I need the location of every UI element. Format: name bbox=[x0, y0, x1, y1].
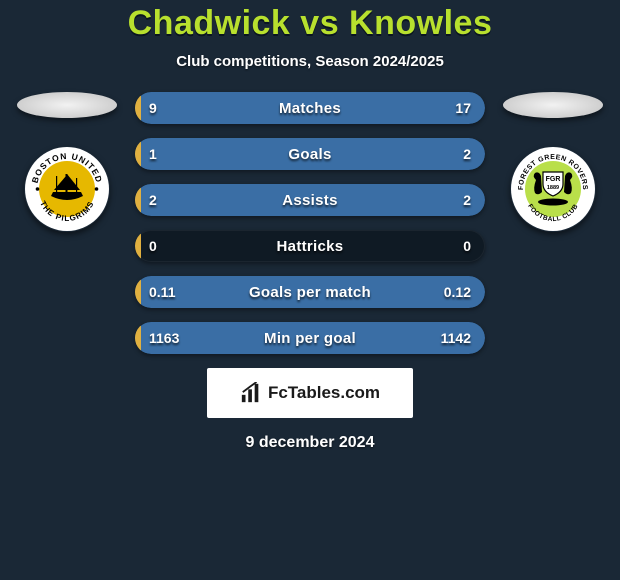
stat-value-right: 0 bbox=[463, 230, 471, 262]
forest-green-rovers-badge-icon: FOREST GREEN ROVERS FOOTBALL CLUB FGR 18… bbox=[510, 146, 596, 232]
content-row: BOSTON UNITED THE PILGRIMS bbox=[0, 92, 620, 354]
stat-label: Goals bbox=[135, 138, 485, 170]
footer-brand-text: FcTables.com bbox=[268, 383, 380, 403]
date-text: 9 december 2024 bbox=[246, 434, 375, 452]
stat-value-left: 9 bbox=[149, 92, 157, 124]
right-player-column: FOREST GREEN ROVERS FOOTBALL CLUB FGR 18… bbox=[503, 92, 603, 232]
bar-chart-icon bbox=[240, 382, 262, 404]
footer-brand: FcTables.com bbox=[207, 368, 413, 418]
subtitle: Club competitions, Season 2024/2025 bbox=[176, 53, 444, 70]
left-club-badge: BOSTON UNITED THE PILGRIMS bbox=[24, 146, 110, 232]
stat-value-right: 17 bbox=[455, 92, 471, 124]
stat-value-right: 1142 bbox=[441, 322, 471, 354]
stat-label: Goals per match bbox=[135, 276, 485, 308]
stat-value-left: 0 bbox=[149, 230, 157, 262]
stat-row: Goals1 2 bbox=[135, 138, 485, 170]
stat-label: Min per goal bbox=[135, 322, 485, 354]
boston-united-badge-icon: BOSTON UNITED THE PILGRIMS bbox=[24, 146, 110, 232]
stat-label: Hattricks bbox=[135, 230, 485, 262]
stat-row: Assists2 2 bbox=[135, 184, 485, 216]
stat-row: Goals per match0.11 0.12 bbox=[135, 276, 485, 308]
stat-value-right: 2 bbox=[463, 184, 471, 216]
stat-row: Hattricks0 0 bbox=[135, 230, 485, 262]
stat-value-left: 1163 bbox=[149, 322, 179, 354]
stat-value-left: 0.11 bbox=[149, 276, 175, 308]
svg-text:1889: 1889 bbox=[547, 185, 559, 191]
left-player-photo bbox=[17, 92, 117, 118]
stat-label: Assists bbox=[135, 184, 485, 216]
stat-value-left: 1 bbox=[149, 138, 157, 170]
right-player-photo bbox=[503, 92, 603, 118]
stat-value-right: 2 bbox=[463, 138, 471, 170]
right-club-badge: FOREST GREEN ROVERS FOOTBALL CLUB FGR 18… bbox=[510, 146, 596, 232]
stat-value-left: 2 bbox=[149, 184, 157, 216]
stat-label: Matches bbox=[135, 92, 485, 124]
stats-list: Matches917Goals12Assists22Hattricks00Goa… bbox=[135, 92, 485, 354]
svg-text:FGR: FGR bbox=[546, 176, 561, 183]
page-title: Chadwick vs Knowles bbox=[128, 4, 493, 43]
stat-row: Matches9 17 bbox=[135, 92, 485, 124]
comparison-card: Chadwick vs Knowles Club competitions, S… bbox=[0, 0, 620, 580]
stat-row: Min per goal1163 1142 bbox=[135, 322, 485, 354]
left-player-column: BOSTON UNITED THE PILGRIMS bbox=[17, 92, 117, 232]
stat-value-right: 0.12 bbox=[444, 276, 471, 308]
